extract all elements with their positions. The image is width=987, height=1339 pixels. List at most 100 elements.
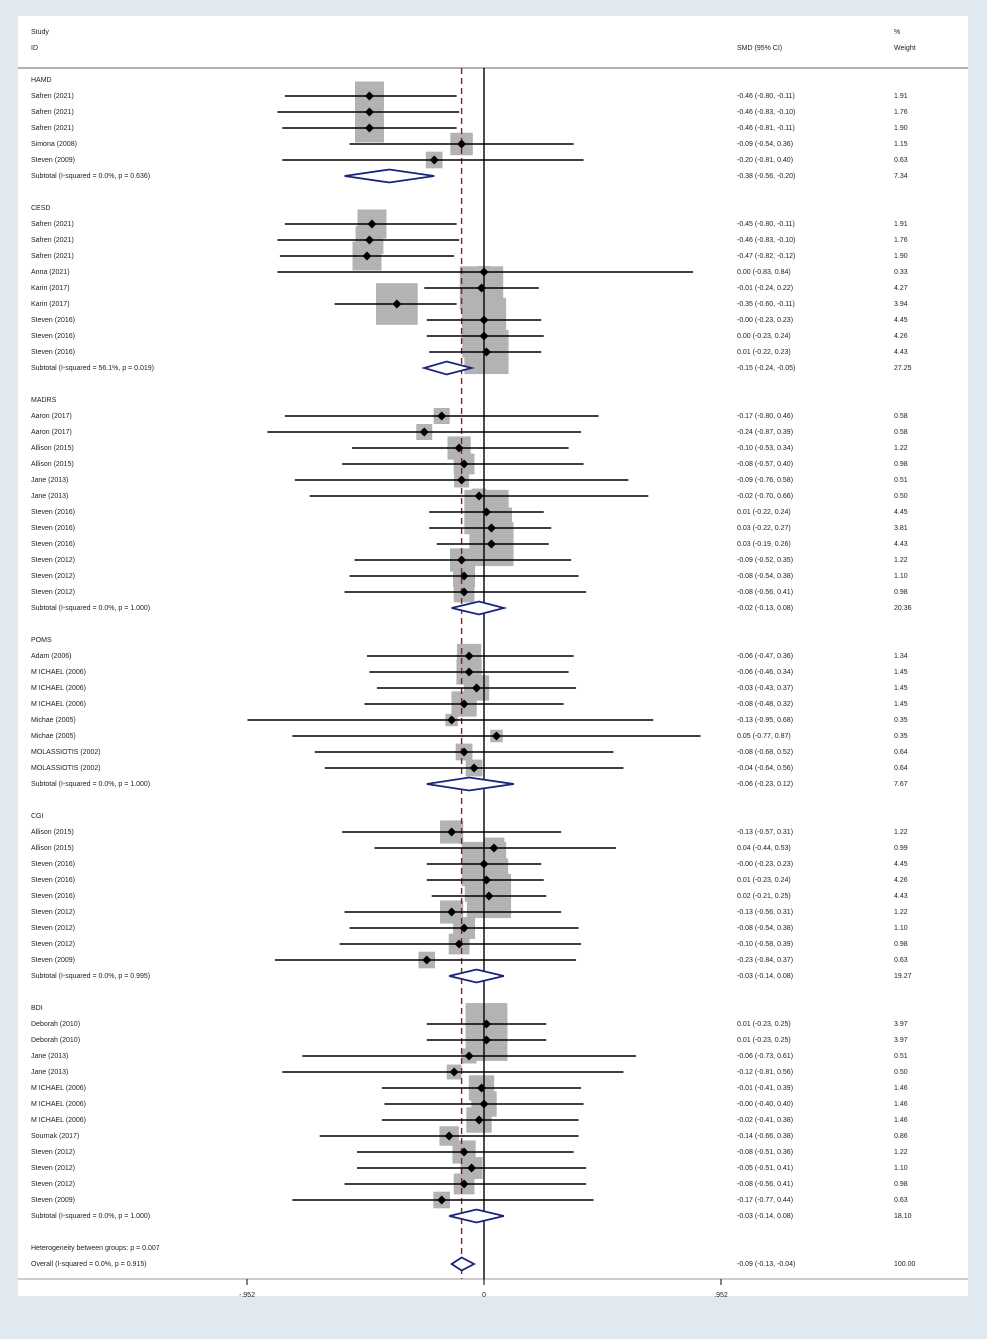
weight-value: 1.10 (894, 1165, 908, 1172)
effect-ci: -0.00 (-0.40, 0.40) (737, 1101, 794, 1108)
study-id: Steven (2009) (31, 1197, 75, 1204)
effect-ci: -0.01 (-0.24, 0.22) (737, 285, 794, 292)
effect-ci: -0.05 (-0.51, 0.41) (737, 1165, 794, 1172)
weight-value: 1.10 (894, 573, 908, 580)
weight-value: 0.64 (894, 765, 908, 772)
study-id: Aaron (2017) (31, 429, 72, 436)
study-id: MOLASSIOTIS (2002) (31, 749, 101, 756)
study-id: Steven (2016) (31, 317, 75, 324)
weight-value: 4.26 (894, 333, 908, 340)
effect-ci: 0.01 (-0.22, 0.23) (737, 349, 791, 356)
effect-ci: -0.12 (-0.81, 0.56) (737, 1069, 794, 1076)
study-id: Steven (2012) (31, 557, 75, 564)
point-estimate (437, 411, 447, 421)
point-estimate (479, 331, 489, 341)
point-estimate (419, 427, 429, 437)
point-estimate (364, 123, 374, 133)
effect-ci: 0.01 (-0.23, 0.25) (737, 1021, 791, 1028)
x-tick-label: 0 (482, 1292, 486, 1299)
point-estimate (459, 1179, 469, 1189)
study-id: Simona (2008) (31, 141, 77, 148)
weight-value: 1.91 (894, 221, 908, 228)
weight-value: 0.50 (894, 493, 908, 500)
point-estimate (447, 907, 457, 917)
point-estimate (454, 939, 464, 949)
effect-ci: -0.24 (-0.87, 0.39) (737, 429, 794, 436)
study-id: Steven (2009) (31, 957, 75, 964)
group-label: CGI (31, 813, 44, 820)
study-id: Allison (2015) (31, 445, 74, 452)
x-tick-label: .952 (714, 1292, 728, 1299)
study-id: Michae (2005) (31, 733, 76, 740)
effect-ci: 0.00 (-0.83, 0.84) (737, 269, 791, 276)
point-estimate (459, 699, 469, 709)
subtotal-diamond (448, 1208, 505, 1224)
study-id: Steven (2012) (31, 941, 75, 948)
effect-ci: 0.04 (-0.44, 0.53) (737, 845, 791, 852)
study-id: M ICHAEL (2006) (31, 701, 86, 708)
study-id: Jane (2013) (31, 1053, 69, 1060)
point-estimate (447, 715, 457, 725)
point-estimate (486, 523, 496, 533)
weight-value: 4.45 (894, 509, 908, 516)
weight-value: 1.46 (894, 1117, 908, 1124)
weight-value: 1.22 (894, 557, 908, 564)
point-estimate (437, 1195, 447, 1205)
effect-ci: -0.46 (-0.83, -0.10) (737, 237, 796, 244)
group-label: POMS (31, 637, 52, 644)
effect-ci: -0.03 (-0.43, 0.37) (737, 685, 794, 692)
weight-value: 0.50 (894, 1069, 908, 1076)
study-id: Steven (2016) (31, 893, 75, 900)
point-estimate (474, 1115, 484, 1125)
subtotal-label: Subtotal (I-squared = 0.0%, p = 1.000) (31, 605, 151, 612)
point-estimate (457, 555, 467, 565)
weight-value: 0.35 (894, 733, 908, 740)
effect-ci: -0.06 (-0.47, 0.36) (737, 653, 794, 660)
effect-ci: 0.01 (-0.23, 0.25) (737, 1037, 791, 1044)
weight-value: 1.76 (894, 237, 908, 244)
study-id: Sournak (2017) (31, 1133, 80, 1140)
weight-value: 1.46 (894, 1085, 908, 1092)
effect-ci: 0.01 (-0.23, 0.24) (737, 877, 791, 884)
group-label: HAMD (31, 77, 52, 84)
weight-value: 0.51 (894, 477, 908, 484)
study-id: Jane (2013) (31, 477, 69, 484)
point-estimate (464, 1051, 474, 1061)
subtotal-label: Subtotal (I-squared = 0.0%, p = 1.000) (31, 781, 151, 788)
weight-value: 0.63 (894, 957, 908, 964)
effect-ci: -0.35 (-0.60, -0.11) (737, 301, 795, 308)
weight-value: 3.94 (894, 301, 908, 308)
weight-value: 4.43 (894, 541, 908, 548)
point-estimate (457, 139, 467, 149)
weight-value: 1.76 (894, 109, 908, 116)
weight-value: 4.26 (894, 877, 908, 884)
effect-ci: -0.13 (-0.56, 0.31) (737, 909, 794, 916)
study-id: Steven (2016) (31, 525, 75, 532)
study-id: Safren (2021) (31, 221, 74, 228)
weight-value: 0.98 (894, 1181, 908, 1188)
weight-value: 4.43 (894, 893, 908, 900)
study-id: Steven (2012) (31, 1165, 75, 1172)
point-estimate (479, 1099, 489, 1109)
study-id: Adam (2006) (31, 653, 72, 660)
study-id: Allison (2015) (31, 829, 74, 836)
weight-value: 0.99 (894, 845, 908, 852)
effect-ci: -0.14 (-0.66, 0.38) (737, 1133, 794, 1140)
weight-value: 0.35 (894, 717, 908, 724)
point-estimate (459, 571, 469, 581)
study-id: Safren (2021) (31, 253, 74, 260)
point-estimate (486, 539, 496, 549)
effect-ci: -0.00 (-0.23, 0.23) (737, 317, 794, 324)
study-id: Allison (2015) (31, 461, 74, 468)
effect-ci: -0.13 (-0.57, 0.31) (737, 829, 794, 836)
weight-value: 1.15 (894, 141, 908, 148)
subtotal-ci: -0.03 (-0.14, 0.08) (737, 973, 794, 980)
study-id: M ICHAEL (2006) (31, 669, 86, 676)
subtotal-diamond (451, 600, 508, 616)
point-estimate (479, 315, 489, 325)
effect-ci: -0.45 (-0.80, -0.11) (737, 221, 795, 228)
header-id: ID (31, 45, 38, 52)
header-effect: SMD (95% CI) (737, 45, 783, 52)
overall-diamond (449, 1256, 476, 1272)
study-id: Steven (2016) (31, 509, 75, 516)
